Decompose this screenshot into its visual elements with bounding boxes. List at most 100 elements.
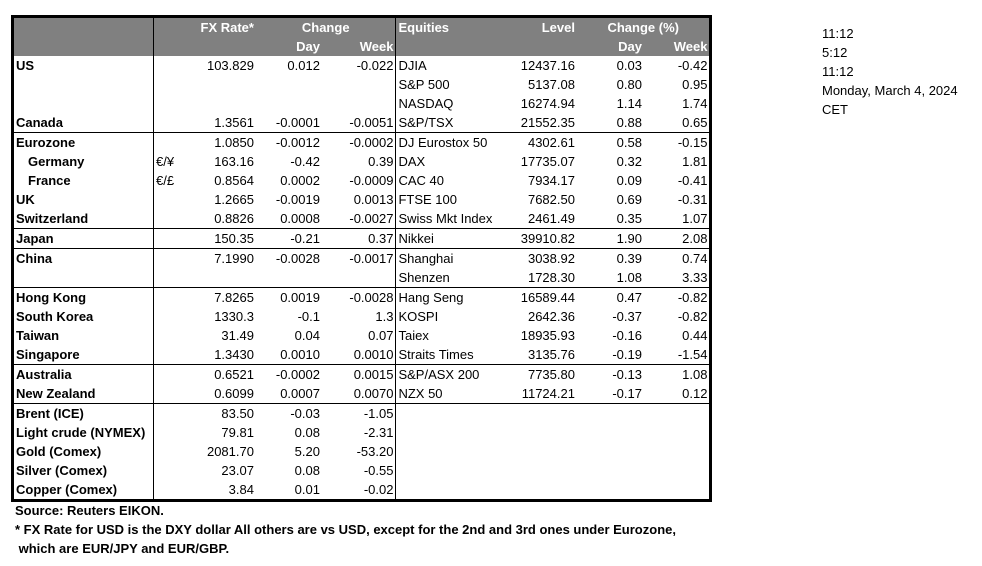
cell-level: 7934.17 (527, 173, 575, 188)
cell-day (256, 94, 322, 113)
table-row: Germany €/¥ 163.16 -0.42 0.39 DAX 17735.07 0.32… (13, 152, 711, 171)
cell-cur (153, 384, 199, 404)
cell-day: -0.42 (290, 154, 320, 169)
header-change: Change (255, 16, 396, 37)
cell-level: 21552.35 (520, 115, 575, 130)
cell-fx: 83.50 (198, 403, 256, 423)
table-row: Australia 0.6521 -0.0002 0.0015 S&P/ASX 200 7… (12, 364, 711, 384)
cell-eq-day: 0.47 (576, 287, 644, 307)
table-row: Copper (Comex) 3.84 0.01 -0.02 (13, 480, 711, 501)
time-1: 11:12 (822, 26, 854, 41)
cell-eq: Shanghai (395, 248, 499, 268)
cell-eq: Nikkei (395, 228, 499, 249)
cell-eq-day: 0.69 (616, 192, 642, 207)
header-blank-cur (153, 16, 199, 37)
cell-day: -0.21 (255, 228, 322, 249)
cell-eq-week: 2.08 (643, 228, 711, 249)
cell-cur (153, 480, 199, 501)
empty-cell (395, 403, 711, 501)
cell-cur (153, 209, 199, 229)
cell-eq-day: 0.39 (576, 248, 644, 268)
cell-name: Japan (12, 228, 154, 249)
cell-name: UK (16, 192, 35, 207)
cell-day (256, 268, 322, 288)
table-row: Light crude (NYMEX) 79.81 0.08 -2.31 (13, 423, 711, 442)
cell-eq: FTSE 100 (395, 190, 499, 209)
cell-cur (153, 132, 199, 152)
table-row: Canada 1.3561 -0.0001 -0.0051 S&P/TSX 21552.3… (13, 113, 711, 133)
cell-day: 5.20 (294, 444, 320, 459)
cell-eq-week: 3.33 (682, 270, 708, 285)
date: Monday, March 4, 2024 (822, 83, 958, 98)
table-row: S&P 500 5137.08 0.80 0.95 (13, 75, 711, 94)
cell-level: 17735.07 (520, 154, 575, 169)
cell-name: China (12, 248, 154, 268)
cell-day: 0.0019 (255, 287, 322, 307)
cell-eq-day: 0.03 (616, 58, 642, 73)
cell-eq: S&P/TSX (395, 113, 499, 133)
cell-fx: 2081.70 (206, 444, 254, 459)
cell-level: 2642.36 (527, 309, 575, 324)
cell-eq-week: -0.42 (677, 58, 708, 73)
cell-name: Singapore (16, 347, 80, 362)
cell-cur (153, 423, 199, 442)
cell-fx: 0.8826 (214, 211, 254, 226)
cell-week (322, 75, 396, 94)
cell-eq-week: -0.15 (643, 132, 711, 152)
cell-eq-day: -0.13 (576, 364, 644, 384)
table-row: Eurozone 1.0850 -0.0012 -0.0002 DJ Eurostox … (12, 132, 711, 152)
cell-eq-week: 1.81 (682, 154, 708, 169)
cell-level: 7682.50 (527, 192, 575, 207)
cell-name: Taiwan (16, 328, 60, 343)
cell-eq-week: -0.41 (677, 173, 708, 188)
cell-eq-day: -0.16 (612, 328, 642, 343)
cell-fx: 1.3430 (214, 347, 254, 362)
cell-eq-week: 0.65 (682, 115, 708, 130)
cell-week: 0.0013 (353, 192, 394, 207)
cell-eq: NASDAQ (395, 94, 499, 113)
table-row: Shenzen 1728.30 1.08 3.33 (13, 268, 711, 288)
cell-level: 3038.92 (498, 248, 577, 268)
cell-eq-week: 1.07 (682, 211, 708, 226)
cell-eq-day: 0.80 (616, 77, 642, 92)
cell-day: -0.0002 (255, 364, 322, 384)
cell-eq-day: 1.08 (616, 270, 642, 285)
cell-name: Copper (Comex) (16, 482, 118, 497)
cell-eq-week: 0.12 (682, 386, 708, 401)
cell-fx: 0.8564 (214, 173, 254, 188)
cell-name: Light crude (NYMEX) (16, 425, 146, 440)
cell-week (322, 268, 396, 288)
cell-fx (199, 75, 256, 94)
table-row: South Korea 1330.3 -0.1 1.3 KOSPI 2642.36 -0.3… (13, 307, 711, 326)
cell-eq: Taiex (395, 326, 499, 345)
cell-fx: 1.2665 (214, 192, 254, 207)
cell-name: Canada (16, 115, 63, 130)
table-row: Brent (ICE) 83.50 -0.03 -1.05 (12, 403, 711, 501)
header-week: Week (321, 37, 396, 56)
cell-name: Australia (12, 364, 154, 384)
cell-day: 0.012 (287, 58, 320, 73)
cell-name: New Zealand (16, 386, 96, 401)
cell-week: -0.02 (363, 482, 394, 497)
cell-name: Silver (Comex) (16, 463, 108, 478)
cell-week: 1.3 (375, 309, 394, 324)
time-2: 5:12 (822, 45, 848, 60)
header-level: Level (498, 16, 577, 37)
cell-eq-day: -0.19 (612, 347, 642, 362)
cell-week: -53.20 (356, 444, 394, 459)
cell-name (13, 94, 154, 113)
header-eq-day: Day (576, 37, 644, 56)
cell-eq-week: -0.82 (643, 287, 711, 307)
cell-week: 0.0070 (353, 386, 394, 401)
cell-week: -2.31 (363, 425, 394, 440)
table-row: Hong Kong 7.8265 0.0019 -0.0028 Hang Seng 165… (12, 287, 711, 307)
cell-level: 7735.80 (498, 364, 577, 384)
cell-eq-day: 0.32 (616, 154, 642, 169)
table-row: Switzerland 0.8826 0.0008 -0.0027 Swiss Mkt … (13, 209, 711, 229)
market-data-table: FX Rate* Change Equities Level Change (%… (11, 15, 713, 502)
cell-week: 0.37 (321, 228, 396, 249)
cell-day: -0.03 (255, 403, 322, 423)
cell-eq: NZX 50 (395, 384, 499, 404)
cell-cur (153, 248, 199, 268)
cell-name: Eurozone (12, 132, 154, 152)
